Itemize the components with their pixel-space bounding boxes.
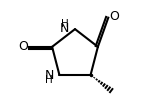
Text: H: H [61, 19, 68, 29]
Text: N: N [60, 22, 69, 35]
Text: O: O [109, 10, 119, 23]
Text: O: O [18, 40, 28, 53]
Text: N: N [44, 69, 54, 82]
Text: H: H [45, 75, 53, 85]
